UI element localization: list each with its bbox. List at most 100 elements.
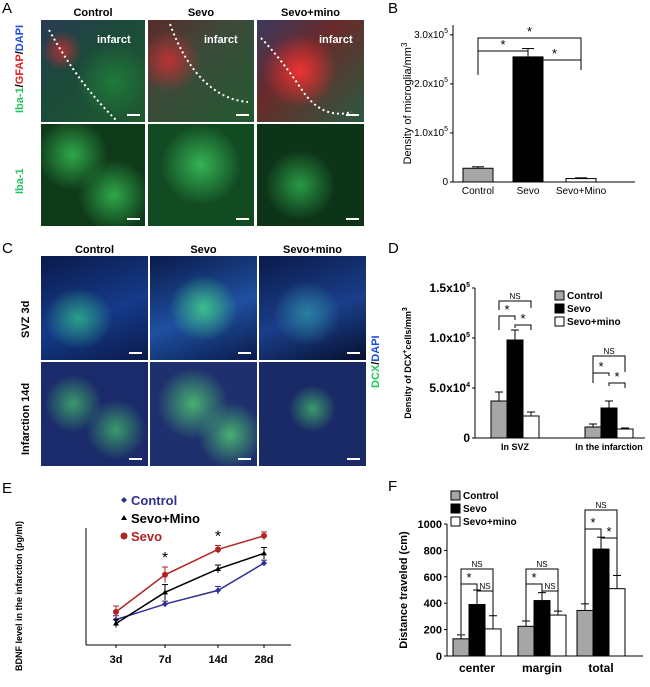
sig-bracket-label: * bbox=[527, 24, 532, 39]
scale-bar bbox=[238, 458, 251, 460]
x-tick-label: center bbox=[459, 661, 495, 675]
bar bbox=[522, 415, 540, 439]
label-part: Iba-1 bbox=[14, 87, 26, 113]
micrograph-a-sevo-iba1 bbox=[148, 124, 254, 226]
chart-e: 3d 7d 14d 28d BDNF level in the infarction (… bbox=[14, 493, 291, 671]
sig-bracket-label: NS bbox=[471, 560, 482, 569]
data-point bbox=[215, 587, 221, 594]
y-tick-label: 1.0x105 bbox=[414, 126, 448, 139]
y-axis-label: Density of microglia/mm3 bbox=[400, 42, 414, 164]
y-tick-label: 2.0x105 bbox=[414, 77, 448, 90]
legend-label: Sevo+Mino bbox=[131, 511, 200, 526]
y-tick-label: 200 bbox=[424, 625, 442, 637]
panel-c-side-label: DCX/DAPI bbox=[370, 335, 382, 388]
sig-bracket-label: * bbox=[598, 359, 603, 374]
scale-bar bbox=[346, 114, 359, 116]
x-tick-label: 7d bbox=[159, 654, 172, 666]
legend-marker bbox=[121, 497, 127, 503]
panel-label-b: B bbox=[388, 0, 399, 17]
sig-bracket-label: NS bbox=[544, 582, 555, 591]
legend-swatch bbox=[554, 303, 565, 314]
label-part: DCX bbox=[370, 364, 382, 388]
y-tick-label: 600 bbox=[424, 572, 442, 584]
panel-a-header-sevo-mino: Sevo+mino bbox=[281, 7, 340, 19]
x-tick-label: In the infarction bbox=[575, 442, 643, 452]
x-tick-label: In SVZ bbox=[501, 442, 530, 452]
panel-c-header-sevo: Sevo bbox=[190, 244, 217, 256]
sig-bracket-label: NS bbox=[509, 292, 520, 301]
x-tick-label: Sevo bbox=[517, 186, 540, 197]
sig-bracket-label: * bbox=[504, 302, 509, 317]
label-part: / bbox=[14, 84, 26, 88]
panel-label-d: D bbox=[388, 240, 399, 257]
sig-bracket-label: * bbox=[531, 570, 536, 585]
bar bbox=[490, 400, 508, 439]
bar bbox=[549, 614, 567, 657]
bar bbox=[512, 56, 544, 183]
infarct-label: infarct bbox=[97, 34, 131, 46]
legend-swatch bbox=[450, 516, 461, 527]
label-part: / bbox=[370, 361, 382, 365]
data-point bbox=[162, 571, 168, 578]
panel-label-a: A bbox=[2, 0, 13, 17]
panel-a-row2-label: Iba-1 bbox=[14, 168, 26, 194]
x-tick-label: 3d bbox=[110, 654, 123, 666]
panel-a-row1-label: Iba-1/GFAP/DAPI bbox=[14, 25, 26, 113]
bar bbox=[608, 588, 626, 657]
sig-bracket bbox=[592, 355, 626, 378]
micrograph-c-control-svz bbox=[41, 256, 148, 360]
label-part: DAPI bbox=[370, 335, 382, 362]
panel-c-header-control: Control bbox=[74, 244, 115, 256]
bar bbox=[576, 609, 594, 657]
y-tick-label: 1000 bbox=[418, 519, 442, 531]
scale-bar bbox=[127, 218, 140, 220]
legend-label: Control bbox=[131, 493, 177, 508]
sig-bracket bbox=[477, 37, 582, 60]
data-point bbox=[261, 532, 267, 539]
sig-bracket-label: NS bbox=[536, 560, 547, 569]
data-point bbox=[261, 560, 267, 567]
micrograph-a-sevo-mino-iba1 bbox=[257, 124, 364, 226]
bar bbox=[517, 625, 535, 657]
y-axis-label: Density of DCX+cells/mm3 bbox=[402, 307, 413, 419]
chart-d: 0 5.0x104 1.0x105 1.5x105 Density of DCX+cel… bbox=[402, 281, 645, 452]
sig-bracket bbox=[476, 590, 494, 612]
series-line bbox=[115, 535, 265, 613]
sig-bracket bbox=[608, 382, 626, 388]
bar bbox=[533, 600, 551, 657]
bar bbox=[506, 339, 524, 439]
legend-label: Sevo bbox=[463, 504, 487, 515]
x-tick-label: 28d bbox=[255, 654, 274, 666]
bar bbox=[584, 426, 602, 439]
y-tick-label: 1.0x105 bbox=[429, 331, 470, 345]
sig-bracket bbox=[498, 315, 516, 330]
x-tick-label: margin bbox=[522, 661, 562, 675]
sig-bracket-label: * bbox=[614, 369, 619, 384]
scale-bar bbox=[346, 218, 359, 220]
significance-marker: * bbox=[215, 529, 221, 546]
sig-bracket bbox=[600, 537, 618, 579]
legend-label: Sevo+mino bbox=[567, 317, 621, 328]
significance-marker: * bbox=[162, 550, 168, 567]
y-tick-label: 800 bbox=[424, 545, 442, 557]
scale-bar bbox=[347, 458, 360, 460]
data-point bbox=[261, 550, 267, 556]
data-point bbox=[113, 620, 119, 626]
micrograph-a-sevo-merge: infarct bbox=[148, 20, 254, 122]
panel-c-row2-label: Infarction 14d bbox=[20, 382, 32, 455]
chart-f: 0 200 400 600 800 1000 Distance traveled (cm) c… bbox=[398, 490, 643, 675]
legend-marker bbox=[121, 515, 127, 520]
panel-label-f: F bbox=[388, 478, 398, 495]
sig-bracket-label: * bbox=[552, 46, 557, 61]
x-tick-label: 14d bbox=[209, 654, 228, 666]
scale-bar bbox=[238, 352, 251, 354]
legend-label: Control bbox=[463, 491, 499, 502]
sig-bracket-label: * bbox=[606, 524, 611, 539]
y-tick-label: 5.0x104 bbox=[429, 381, 470, 395]
y-axis-label: Distance traveled (cm) bbox=[398, 531, 410, 649]
sig-bracket-label: NS bbox=[603, 347, 614, 356]
label-part: / bbox=[14, 51, 26, 55]
series-line bbox=[115, 562, 265, 621]
sig-bracket bbox=[498, 300, 532, 310]
